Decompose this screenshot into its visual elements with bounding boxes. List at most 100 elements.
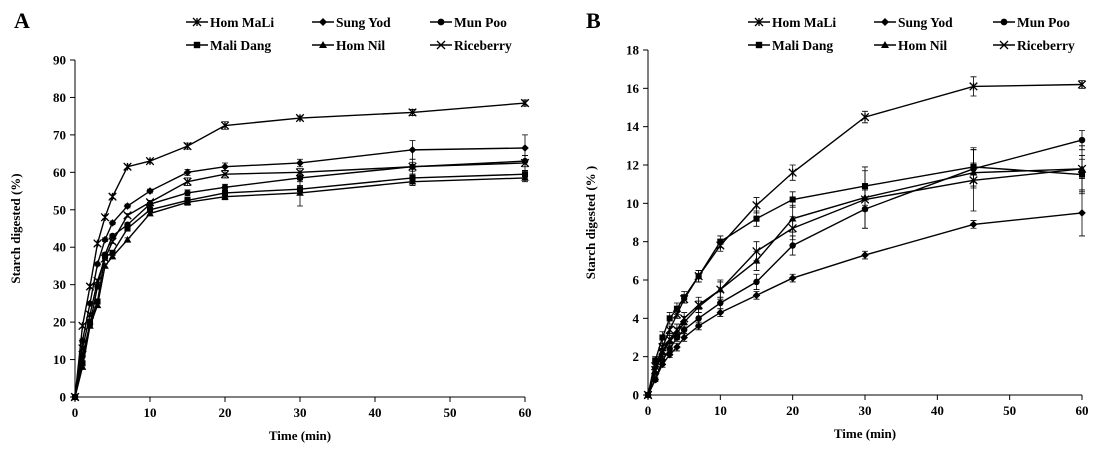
x-tick-label-b: 30 [859,403,872,418]
data-point [716,308,725,317]
x-tick-label-b: 50 [1003,403,1016,418]
y-tick-label-a: 40 [53,240,66,255]
data-point [145,198,155,207]
data-point [93,260,102,268]
y-tick-label-b: 16 [626,81,640,96]
data-point [679,314,689,323]
data-point [680,333,688,342]
legend-marker [437,18,445,26]
data-point [860,195,870,204]
series-hom-nil-a [71,173,529,400]
data-point [123,211,132,220]
data-point [520,98,530,108]
data-point [717,299,724,307]
y-tick-label-b: 8 [633,234,640,249]
data-point [221,184,229,191]
data-point [221,162,229,171]
y-tick-label-a: 10 [53,352,66,367]
data-point [183,141,192,151]
legend-marker [436,40,446,50]
data-point [184,189,191,197]
legend-label: Sung Yod [898,15,953,30]
series-line [647,83,1083,396]
legend-marker [754,17,764,27]
data-point [296,189,304,196]
panel-label-a: A [14,8,30,33]
legend-marker [193,41,201,49]
data-point [124,225,131,232]
data-point [93,276,102,286]
series-riceberry-a [70,155,530,402]
x-tick-label-a: 10 [144,405,157,420]
data-point [753,215,760,222]
data-point [108,252,117,260]
legend-label: Riceberry [454,38,512,53]
data-point [1077,164,1087,174]
legend-item: Hom Nil [312,38,385,53]
legend-marker [319,18,327,26]
data-point [1077,80,1087,89]
data-point [295,113,305,123]
data-point [752,291,761,300]
data-point [101,262,109,269]
data-point [296,159,304,167]
y-tick-label-a: 90 [53,53,66,68]
data-point [789,196,796,203]
data-point [860,112,870,122]
data-point [681,294,688,301]
y-axis-title-b: Starch digested (% ) [583,166,598,280]
data-point [108,237,117,246]
data-point [183,168,192,177]
data-point [753,278,760,286]
legend-marker [881,41,889,48]
x-tick-label-a: 60 [519,405,532,420]
legend-marker [755,41,763,49]
data-point [694,300,703,310]
legend-item: Mali Dang [748,38,833,53]
legend-item: Mun Poo [430,15,507,30]
panel-label-b: B [586,8,601,33]
legend-marker [999,40,1009,50]
x-axis-title-a: Time (min) [269,428,331,443]
legend-label: Mali Dang [772,38,833,53]
y-tick-label-b: 18 [626,43,640,58]
data-point [673,305,680,312]
data-point [100,213,110,222]
data-point [788,223,797,233]
legend-a: Hom MaLi Sung Yod Mun Poo Mali Dang Hom Nil R… [186,15,512,53]
legend-marker [319,41,327,48]
data-point [969,82,978,91]
legend-label: Mun Poo [1017,15,1070,30]
x-tick-label-b: 20 [786,403,799,418]
data-point [521,174,529,181]
data-point [788,274,797,282]
legend-item: Hom Nil [874,38,947,53]
data-point [658,346,667,356]
y-tick-label-a: 70 [53,127,66,142]
series-line [647,212,1083,396]
data-point [93,239,102,248]
data-point [408,177,417,185]
data-point [123,162,132,171]
data-point [183,177,192,186]
data-point [521,144,529,152]
y-tick-label-b: 0 [633,388,640,403]
legend-label: Mun Poo [454,15,507,30]
data-point [146,209,154,217]
legend-item: Sung Yod [874,15,953,30]
y-tick-label-b: 14 [626,119,640,134]
data-point [752,200,761,210]
y-tick-label-b: 10 [626,196,639,211]
x-tick-label-b: 10 [714,403,727,418]
x-tick-label-a: 50 [444,405,457,420]
data-point [123,202,132,210]
data-point [752,246,761,256]
x-tick-label-a: 0 [72,405,79,420]
x-tick-label-a: 30 [294,405,307,420]
x-tick-label-b: 40 [931,403,944,418]
series-hom-mali-a [70,98,530,402]
data-point [695,315,702,322]
legend-item: Hom MaLi [748,15,836,30]
data-point [1078,136,1086,144]
